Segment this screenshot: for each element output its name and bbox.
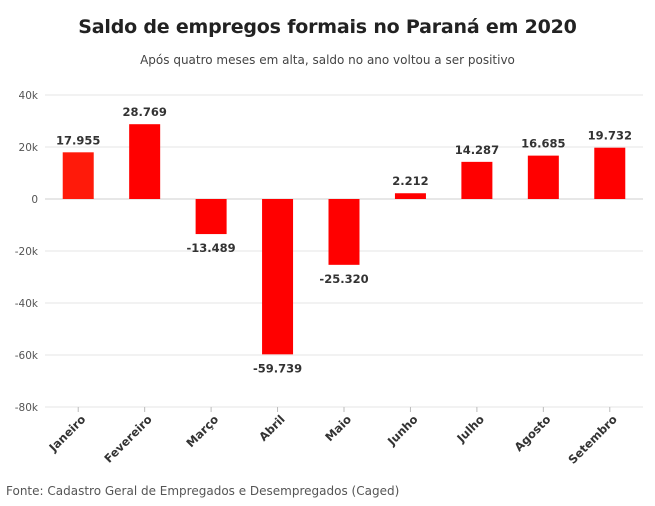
y-axis: 40k 20k 0 -20k -40k -60k -80k [15, 90, 39, 414]
x-tick-label: Agosto [512, 412, 554, 454]
x-tick-label: Março [183, 412, 221, 450]
x-tick-label: Janeiro [46, 412, 89, 455]
data-label: 14.287 [455, 143, 499, 157]
y-tick-label: 40k [19, 90, 39, 102]
chart-title: Saldo de empregos formais no Paraná em 2… [78, 16, 577, 38]
data-label: 17.955 [56, 133, 100, 147]
data-label: 16.685 [521, 137, 565, 151]
bar-agosto [527, 155, 559, 199]
data-label: -13.489 [187, 241, 236, 255]
bar-março [195, 199, 227, 235]
bars [62, 124, 626, 355]
source-note: Fonte: Cadastro Geral de Empregados e De… [6, 484, 400, 498]
data-label: 19.732 [588, 129, 632, 143]
y-tick-label: -40k [15, 298, 39, 310]
bar-julho [461, 161, 493, 199]
y-tick-label: -20k [15, 246, 39, 258]
bar-junho [394, 193, 426, 199]
bar-setembro [594, 147, 626, 199]
y-tick-label: 0 [31, 194, 38, 206]
data-labels: 17.955 28.769 -13.489 -59.739 -25.320 2.212 14… [56, 105, 632, 375]
y-tick-label: 20k [19, 142, 39, 154]
data-label: -59.739 [253, 361, 302, 375]
x-tick-label: Setembro [565, 412, 620, 467]
x-axis: Janeiro Fevereiro Março Abril Maio Junho Julho… [46, 407, 620, 467]
chart-subtitle: Após quatro meses em alta, saldo no ano … [140, 53, 515, 67]
data-label: -25.320 [319, 272, 368, 286]
x-tick-label: Abril [256, 412, 288, 444]
x-tick-label: Maio [322, 412, 354, 444]
bar-abril [262, 199, 294, 355]
x-tick-label: Fevereiro [101, 412, 154, 465]
data-label: 2.212 [392, 174, 428, 188]
x-tick-label: Julho [453, 412, 487, 446]
y-tick-label: -80k [15, 402, 39, 414]
y-tick-label: -60k [15, 350, 39, 362]
data-label: 28.769 [122, 105, 166, 119]
bar-maio [328, 199, 360, 265]
bar-janeiro [62, 152, 94, 199]
x-tick-label: Junho [384, 412, 421, 449]
bar-fevereiro [129, 124, 161, 199]
